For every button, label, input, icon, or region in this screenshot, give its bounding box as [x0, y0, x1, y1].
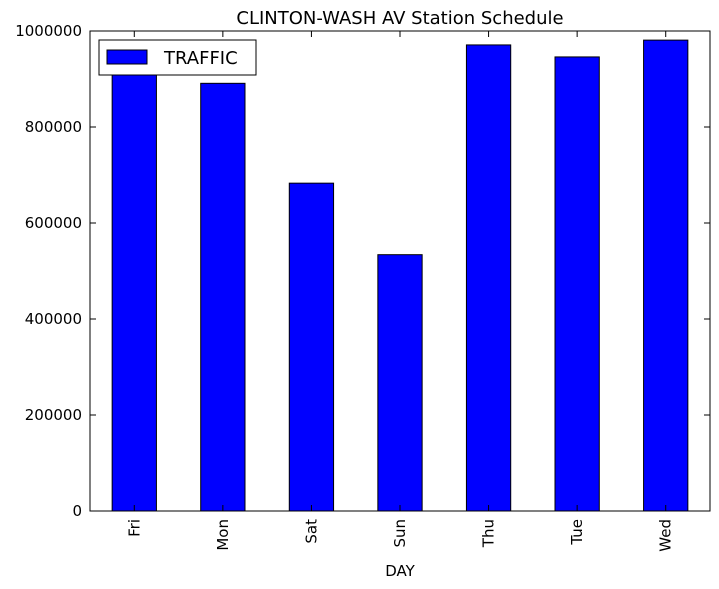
- x-axis: Fri Mon Sat Sun Thu Tue Wed: [125, 31, 675, 552]
- x-tick-label-sun: Sun: [391, 519, 409, 548]
- x-tick-label-wed: Wed: [657, 519, 675, 552]
- y-tick-label: 800000: [25, 118, 82, 136]
- x-tick-label-fri: Fri: [125, 519, 143, 537]
- bars-group: [111, 39, 689, 512]
- chart-title: CLINTON-WASH AV Station Schedule: [236, 8, 563, 29]
- x-axis-label: DAY: [385, 562, 415, 580]
- bar-tue: [554, 56, 600, 512]
- y-tick-label: 600000: [25, 214, 82, 232]
- bar-wed: [643, 39, 689, 512]
- bar-sun: [377, 254, 423, 512]
- x-tick-label-tue: Tue: [568, 519, 586, 546]
- y-tick-label: 200000: [25, 406, 82, 424]
- bar-fri: [111, 71, 157, 512]
- legend-swatch: [106, 49, 148, 65]
- x-tick-label-sat: Sat: [302, 519, 320, 544]
- legend-label: TRAFFIC: [163, 48, 238, 69]
- y-axis: 0 200000 400000 600000 800000 1000000: [15, 22, 710, 520]
- legend: TRAFFIC: [98, 39, 257, 76]
- bar-thu: [465, 44, 512, 512]
- y-tick-label: 1000000: [15, 22, 82, 40]
- y-tick-label: 0: [72, 502, 82, 520]
- bar-sat: [288, 182, 335, 512]
- x-tick-label-thu: Thu: [480, 519, 498, 548]
- bar-mon: [200, 82, 246, 512]
- x-tick-label-mon: Mon: [214, 519, 232, 551]
- y-tick-label: 400000: [25, 310, 82, 328]
